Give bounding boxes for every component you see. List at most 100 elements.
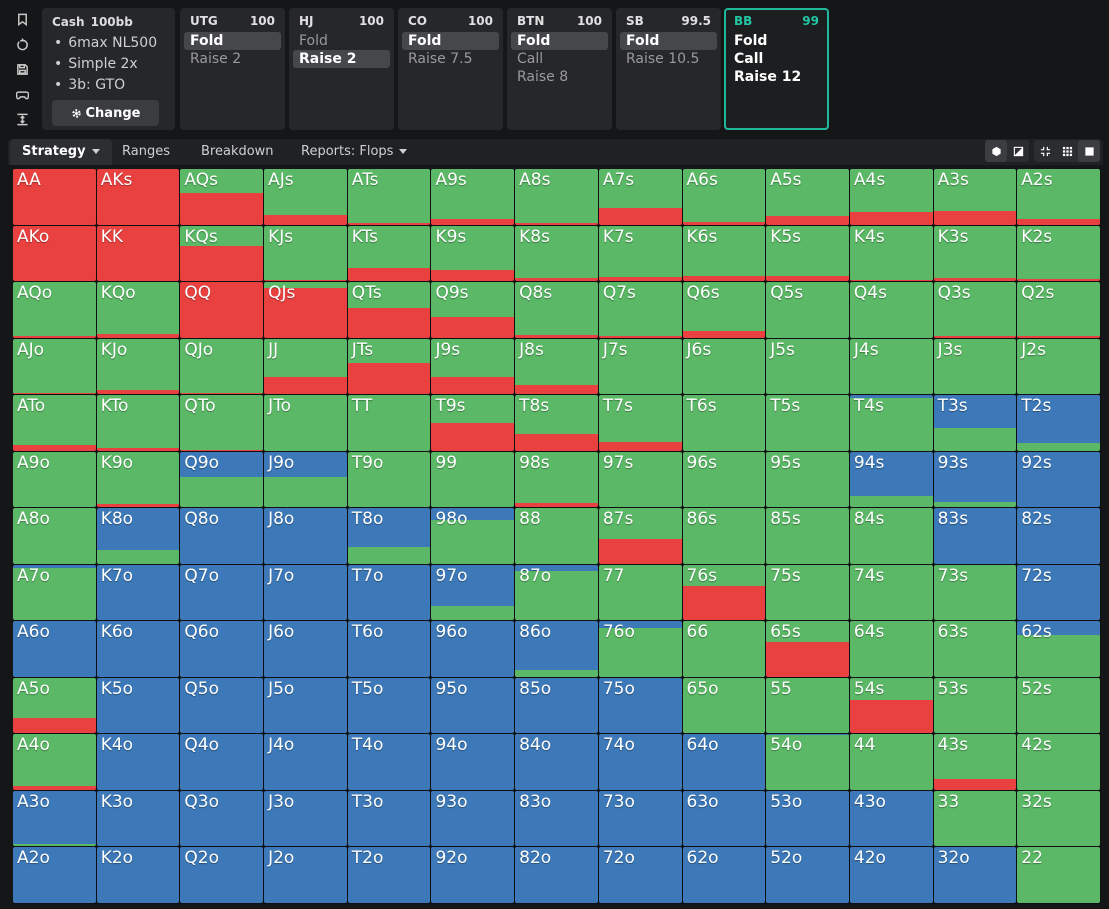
tab-breakdown[interactable]: Breakdown — [189, 139, 286, 165]
compress-icon[interactable] — [1034, 140, 1056, 162]
hand-cell-KTo[interactable]: KTo — [96, 395, 180, 451]
hand-cell-AQs[interactable]: AQs — [180, 169, 264, 225]
hand-cell-A3o[interactable]: A3o — [13, 790, 96, 847]
hand-cell-53s[interactable]: 53s — [933, 677, 1017, 734]
hand-cell-J7o[interactable]: J7o — [264, 564, 347, 621]
action-fold[interactable]: Fold — [299, 33, 328, 49]
hand-cell-84o[interactable]: 84o — [515, 734, 598, 790]
hand-cell-J4s[interactable]: J4s — [849, 338, 933, 395]
hand-cell-72s[interactable]: 72s — [1017, 564, 1100, 621]
hand-cell-A5s[interactable]: A5s — [766, 169, 849, 225]
hand-cell-85o[interactable]: 85o — [515, 677, 598, 734]
hand-cell-T9s[interactable]: T9s — [431, 395, 515, 451]
hand-cell-95s[interactable]: 95s — [766, 451, 849, 508]
hand-cell-96o[interactable]: 96o — [431, 621, 515, 677]
tab-ranges[interactable]: Ranges — [110, 139, 182, 165]
hand-cell-T3s[interactable]: T3s — [933, 395, 1017, 451]
hand-cell-K6s[interactable]: K6s — [682, 225, 766, 282]
hand-cell-Q7s[interactable]: Q7s — [598, 282, 682, 338]
hand-cell-87o[interactable]: 87o — [515, 564, 598, 621]
hand-cell-52o[interactable]: 52o — [766, 847, 849, 903]
hand-cell-A5o[interactable]: A5o — [13, 677, 96, 734]
hand-cell-99[interactable]: 99 — [431, 451, 515, 508]
save-icon[interactable] — [15, 62, 29, 76]
cube-icon[interactable] — [985, 140, 1007, 162]
hand-cell-K9s[interactable]: K9s — [431, 225, 515, 282]
hand-cell-J5s[interactable]: J5s — [766, 338, 849, 395]
hand-cell-J7s[interactable]: J7s — [598, 338, 682, 395]
hand-cell-AJo[interactable]: AJo — [13, 338, 96, 395]
hand-cell-AJs[interactable]: AJs — [264, 169, 347, 225]
hand-cell-J9s[interactable]: J9s — [431, 338, 515, 395]
hand-cell-T8s[interactable]: T8s — [515, 395, 598, 451]
hand-cell-Q4o[interactable]: Q4o — [180, 734, 264, 790]
action-raise[interactable]: Raise 2 — [293, 50, 390, 68]
grid-small-icon[interactable] — [1056, 140, 1078, 162]
hand-cell-75o[interactable]: 75o — [598, 677, 682, 734]
hand-cell-T9o[interactable]: T9o — [347, 451, 431, 508]
hand-cell-K4o[interactable]: K4o — [96, 734, 180, 790]
hand-cell-52s[interactable]: 52s — [1017, 677, 1100, 734]
hand-cell-A7o[interactable]: A7o — [13, 564, 96, 621]
action-call[interactable]: Call — [734, 51, 764, 67]
hand-cell-JTs[interactable]: JTs — [347, 338, 431, 395]
hand-cell-AA[interactable]: AA — [13, 169, 96, 225]
hand-cell-Q6o[interactable]: Q6o — [180, 621, 264, 677]
hand-cell-Q5o[interactable]: Q5o — [180, 677, 264, 734]
hand-cell-J8s[interactable]: J8s — [515, 338, 598, 395]
hand-cell-JJ[interactable]: JJ — [264, 338, 347, 395]
hand-cell-KTs[interactable]: KTs — [347, 225, 431, 282]
hand-cell-82s[interactable]: 82s — [1017, 508, 1100, 564]
hand-cell-93o[interactable]: 93o — [431, 790, 515, 847]
hand-cell-63o[interactable]: 63o — [682, 790, 766, 847]
hand-cell-KQo[interactable]: KQo — [96, 282, 180, 338]
hand-cell-54o[interactable]: 54o — [766, 734, 849, 790]
hand-cell-K5s[interactable]: K5s — [766, 225, 849, 282]
contrast-icon[interactable] — [1007, 140, 1029, 162]
hand-cell-Q3s[interactable]: Q3s — [933, 282, 1017, 338]
hand-cell-62s[interactable]: 62s — [1017, 621, 1100, 677]
hand-cell-J3o[interactable]: J3o — [264, 790, 347, 847]
hand-cell-Q9o[interactable]: Q9o — [180, 451, 264, 508]
hand-cell-Q7o[interactable]: Q7o — [180, 564, 264, 621]
hand-cell-76s[interactable]: 76s — [682, 564, 766, 621]
change-button[interactable]: Change — [52, 100, 159, 126]
hand-cell-86o[interactable]: 86o — [515, 621, 598, 677]
hand-cell-T4o[interactable]: T4o — [347, 734, 431, 790]
hand-cell-55[interactable]: 55 — [766, 677, 849, 734]
hand-cell-87s[interactable]: 87s — [598, 508, 682, 564]
action-fold[interactable]: Fold — [734, 33, 768, 49]
hand-cell-T7o[interactable]: T7o — [347, 564, 431, 621]
hand-cell-74o[interactable]: 74o — [598, 734, 682, 790]
hand-cell-T4s[interactable]: T4s — [849, 395, 933, 451]
hand-cell-Q6s[interactable]: Q6s — [682, 282, 766, 338]
action-raise[interactable]: Raise 10.5 — [626, 51, 700, 67]
hand-cell-J6s[interactable]: J6s — [682, 338, 766, 395]
hand-cell-Q3o[interactable]: Q3o — [180, 790, 264, 847]
hand-cell-62o[interactable]: 62o — [682, 847, 766, 903]
bookmark-icon[interactable] — [15, 12, 29, 26]
hand-cell-A8o[interactable]: A8o — [13, 508, 96, 564]
hand-cell-88[interactable]: 88 — [515, 508, 598, 564]
hand-cell-97s[interactable]: 97s — [598, 451, 682, 508]
hand-cell-KJo[interactable]: KJo — [96, 338, 180, 395]
hand-cell-K8s[interactable]: K8s — [515, 225, 598, 282]
action-call[interactable]: Call — [517, 51, 544, 67]
action-fold[interactable]: Fold — [184, 32, 281, 50]
hand-cell-97o[interactable]: 97o — [431, 564, 515, 621]
hand-cell-54s[interactable]: 54s — [849, 677, 933, 734]
hand-cell-85s[interactable]: 85s — [766, 508, 849, 564]
hand-cell-J4o[interactable]: J4o — [264, 734, 347, 790]
hand-cell-KK[interactable]: KK — [96, 225, 180, 282]
hand-cell-98s[interactable]: 98s — [515, 451, 598, 508]
hand-cell-J2o[interactable]: J2o — [264, 847, 347, 903]
hand-cell-QQ[interactable]: QQ — [180, 282, 264, 338]
hand-cell-93s[interactable]: 93s — [933, 451, 1017, 508]
hand-cell-64s[interactable]: 64s — [849, 621, 933, 677]
action-raise[interactable]: Raise 8 — [517, 69, 569, 85]
hand-cell-76o[interactable]: 76o — [598, 621, 682, 677]
hand-cell-64o[interactable]: 64o — [682, 734, 766, 790]
hand-cell-Q2s[interactable]: Q2s — [1017, 282, 1100, 338]
hand-cell-T2o[interactable]: T2o — [347, 847, 431, 903]
hand-cell-K3s[interactable]: K3s — [933, 225, 1017, 282]
